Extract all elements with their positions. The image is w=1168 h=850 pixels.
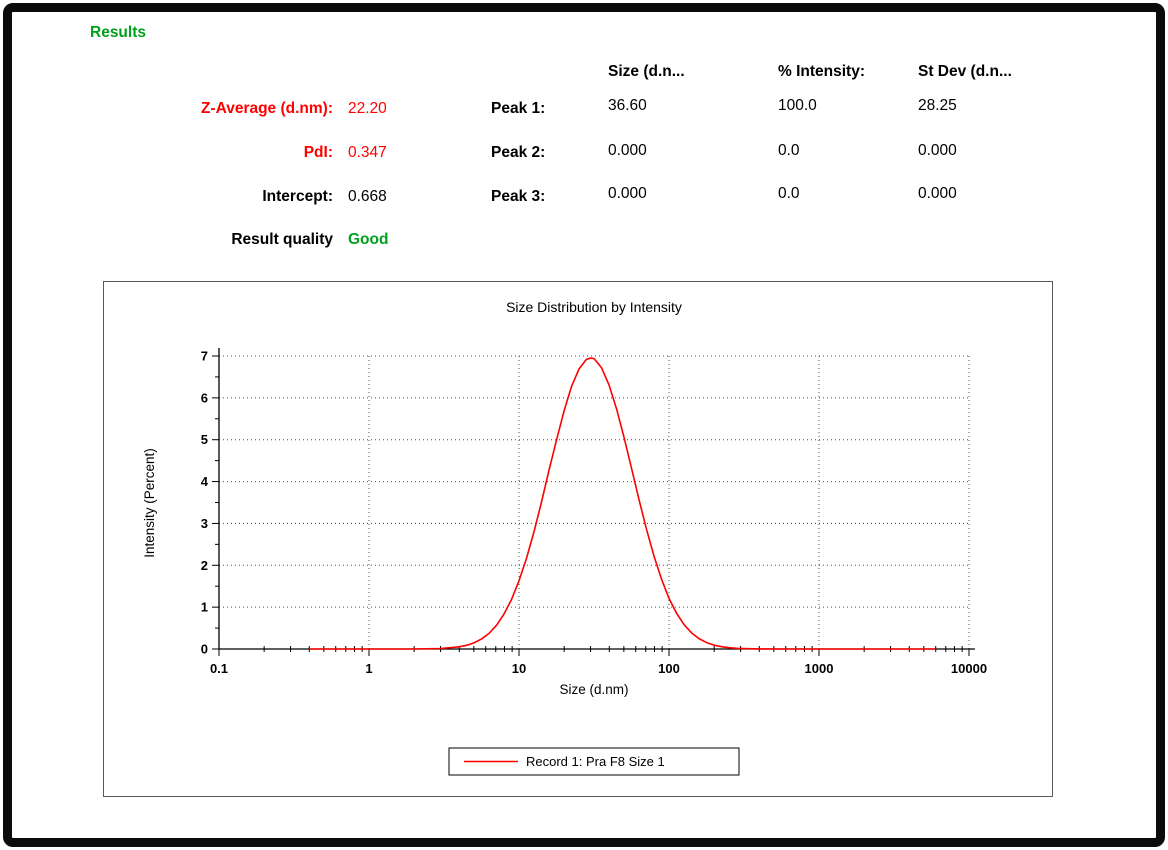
intercept-value: 0.668	[348, 188, 387, 205]
peak1-intensity-value: 100.0	[778, 97, 817, 114]
peak2-size-value: 0.000	[608, 142, 647, 159]
col-header-intensity: % Intensity:	[778, 63, 865, 80]
chart-panel: Size Distribution by Intensity 0.1 1 10 100…	[103, 281, 1053, 797]
svg-text:100: 100	[658, 661, 680, 676]
svg-text:1000: 1000	[805, 661, 834, 676]
window-frame: Results Size (d.n... % Intensity: St Dev…	[3, 3, 1165, 847]
col-header-stdev: St Dev (d.n...	[918, 63, 1012, 80]
svg-text:7: 7	[201, 349, 208, 364]
peak2-intensity-value: 0.0	[778, 142, 800, 159]
peak3-label: Peak 3:	[491, 188, 546, 205]
intercept-label: Intercept:	[262, 188, 333, 205]
axes	[218, 348, 975, 650]
peak1-label: Peak 1:	[491, 100, 546, 117]
peak2-stdev-value: 0.000	[918, 142, 957, 159]
chart-legend: Record 1: Pra F8 Size 1	[448, 747, 740, 776]
peak2-label: Peak 2:	[491, 144, 546, 161]
svg-text:1: 1	[201, 600, 208, 615]
svg-text:2: 2	[201, 558, 208, 573]
peak3-stdev-value: 0.000	[918, 185, 957, 202]
svg-text:10: 10	[512, 661, 526, 676]
peak3-size-value: 0.000	[608, 185, 647, 202]
results-view: Results Size (d.n... % Intensity: St Dev…	[12, 12, 1156, 838]
svg-text:0: 0	[201, 642, 208, 657]
svg-text:10000: 10000	[951, 661, 987, 676]
col-header-size: Size (d.n...	[608, 63, 685, 80]
peak1-stdev-value: 28.25	[918, 97, 957, 114]
legend-label: Record 1: Pra F8 Size 1	[526, 754, 665, 769]
x-axis-title: Size (d.nm)	[559, 682, 628, 697]
svg-text:4: 4	[201, 474, 209, 489]
y-axis-title: Intensity (Percent)	[142, 448, 157, 558]
svg-text:3: 3	[201, 516, 208, 531]
result-quality-label: Result quality	[231, 231, 333, 248]
result-quality-value: Good	[348, 231, 389, 248]
grid-layer	[212, 355, 970, 656]
z-average-label: Z-Average (d.nm):	[200, 100, 333, 117]
peak1-size-value: 36.60	[608, 97, 647, 114]
pdi-label: PdI:	[303, 144, 333, 161]
tick-labels: 0.1 1 10 100 1000 10000 0 1 2 3 4 5 6 7	[201, 349, 987, 677]
size-distribution-chart: Size Distribution by Intensity 0.1 1 10 100…	[142, 299, 987, 776]
peak3-intensity-value: 0.0	[778, 185, 800, 202]
results-section-title: Results	[90, 24, 146, 41]
svg-text:6: 6	[201, 390, 208, 405]
z-average-value: 22.20	[348, 100, 387, 117]
chart-title: Size Distribution by Intensity	[506, 299, 682, 315]
svg-text:1: 1	[365, 661, 372, 676]
svg-text:0.1: 0.1	[210, 661, 228, 676]
intensity-curve	[309, 357, 936, 650]
svg-text:5: 5	[201, 432, 208, 447]
pdi-value: 0.347	[348, 144, 387, 161]
